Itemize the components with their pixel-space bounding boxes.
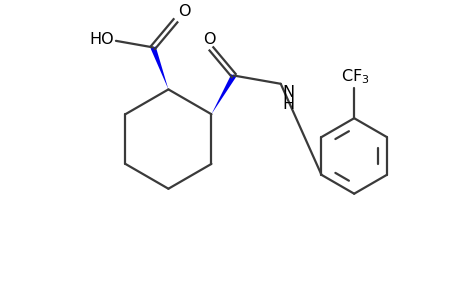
Text: CF$_3$: CF$_3$ bbox=[340, 68, 369, 86]
Polygon shape bbox=[211, 74, 235, 114]
Text: O: O bbox=[178, 4, 190, 19]
Text: HO: HO bbox=[89, 32, 114, 47]
Text: H: H bbox=[282, 97, 294, 112]
Text: N: N bbox=[282, 85, 294, 100]
Polygon shape bbox=[150, 46, 168, 89]
Text: O: O bbox=[203, 32, 215, 47]
